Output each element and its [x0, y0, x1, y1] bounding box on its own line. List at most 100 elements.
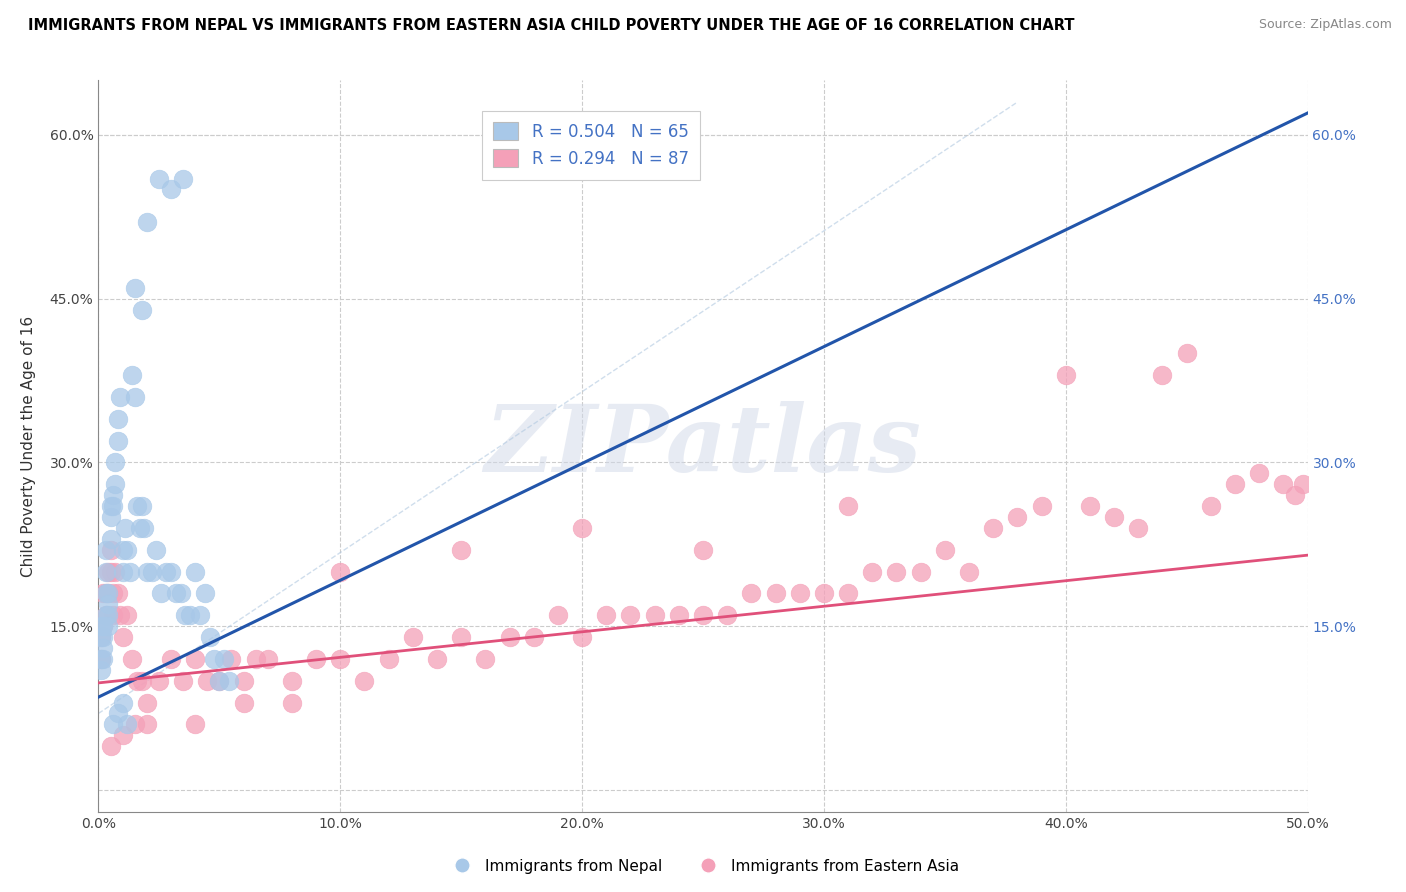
Point	[837, 586, 859, 600]
Point	[523, 630, 546, 644]
Point	[692, 542, 714, 557]
Point	[281, 696, 304, 710]
Point	[789, 586, 811, 600]
Point	[474, 652, 496, 666]
Point	[148, 673, 170, 688]
Point	[127, 499, 149, 513]
Point	[232, 696, 254, 710]
Point	[131, 499, 153, 513]
Point	[128, 521, 150, 535]
Point	[547, 608, 569, 623]
Point	[619, 608, 641, 623]
Point	[135, 717, 157, 731]
Point	[90, 663, 112, 677]
Point	[101, 608, 124, 623]
Point	[108, 390, 131, 404]
Point	[131, 302, 153, 317]
Point	[118, 565, 141, 579]
Point	[402, 630, 425, 644]
Point	[107, 586, 129, 600]
Point	[94, 608, 117, 623]
Point	[90, 630, 112, 644]
Point	[117, 608, 139, 623]
Point	[377, 652, 399, 666]
Point	[111, 565, 134, 579]
Point	[135, 696, 157, 710]
Point	[94, 586, 117, 600]
Point	[117, 542, 139, 557]
Point	[208, 673, 231, 688]
Point	[100, 510, 122, 524]
Point	[450, 542, 472, 557]
Point	[90, 652, 112, 666]
Point	[1128, 521, 1150, 535]
Point	[1007, 510, 1029, 524]
Point	[1249, 467, 1271, 481]
Point	[188, 608, 211, 623]
Point	[232, 673, 254, 688]
Point	[194, 586, 217, 600]
Text: Source: ZipAtlas.com: Source: ZipAtlas.com	[1258, 18, 1392, 31]
Point	[1078, 499, 1101, 513]
Point	[172, 673, 194, 688]
Point	[91, 586, 114, 600]
Point	[100, 532, 122, 546]
Point	[107, 706, 129, 721]
Point	[90, 630, 112, 644]
Point	[644, 608, 666, 623]
Point	[981, 521, 1004, 535]
Point	[184, 565, 207, 579]
Point	[329, 565, 352, 579]
Point	[117, 717, 139, 731]
Point	[692, 608, 714, 623]
Point	[1292, 477, 1315, 491]
Point	[94, 542, 117, 557]
Point	[150, 586, 173, 600]
Point	[571, 630, 593, 644]
Point	[100, 739, 122, 754]
Point	[91, 619, 114, 633]
Point	[114, 521, 136, 535]
Point	[127, 673, 149, 688]
Point	[94, 565, 117, 579]
Point	[100, 542, 122, 557]
Point	[1031, 499, 1053, 513]
Point	[108, 608, 131, 623]
Point	[165, 586, 187, 600]
Point	[1199, 499, 1222, 513]
Point	[595, 608, 617, 623]
Text: ZIPatlas: ZIPatlas	[485, 401, 921, 491]
Point	[910, 565, 932, 579]
Point	[121, 368, 143, 382]
Point	[124, 390, 146, 404]
Point	[1223, 477, 1246, 491]
Legend: Immigrants from Nepal, Immigrants from Eastern Asia: Immigrants from Nepal, Immigrants from E…	[440, 853, 966, 880]
Point	[813, 586, 835, 600]
Point	[107, 434, 129, 448]
Point	[111, 696, 134, 710]
Point	[90, 619, 112, 633]
Point	[124, 717, 146, 731]
Point	[195, 673, 218, 688]
Point	[94, 586, 117, 600]
Point	[934, 542, 956, 557]
Point	[91, 619, 114, 633]
Point	[97, 565, 120, 579]
Point	[135, 215, 157, 229]
Point	[169, 586, 191, 600]
Y-axis label: Child Poverty Under the Age of 16: Child Poverty Under the Age of 16	[21, 316, 35, 576]
Point	[101, 717, 124, 731]
Point	[221, 652, 243, 666]
Point	[94, 608, 117, 623]
Point	[716, 608, 738, 623]
Point	[104, 455, 127, 469]
Point	[765, 586, 787, 600]
Legend: R = 0.504   N = 65, R = 0.294   N = 87: R = 0.504 N = 65, R = 0.294 N = 87	[482, 111, 700, 179]
Point	[111, 542, 134, 557]
Point	[1054, 368, 1077, 382]
Point	[184, 717, 207, 731]
Text: IMMIGRANTS FROM NEPAL VS IMMIGRANTS FROM EASTERN ASIA CHILD POVERTY UNDER THE AG: IMMIGRANTS FROM NEPAL VS IMMIGRANTS FROM…	[28, 18, 1074, 33]
Point	[111, 630, 134, 644]
Point	[740, 586, 762, 600]
Point	[174, 608, 197, 623]
